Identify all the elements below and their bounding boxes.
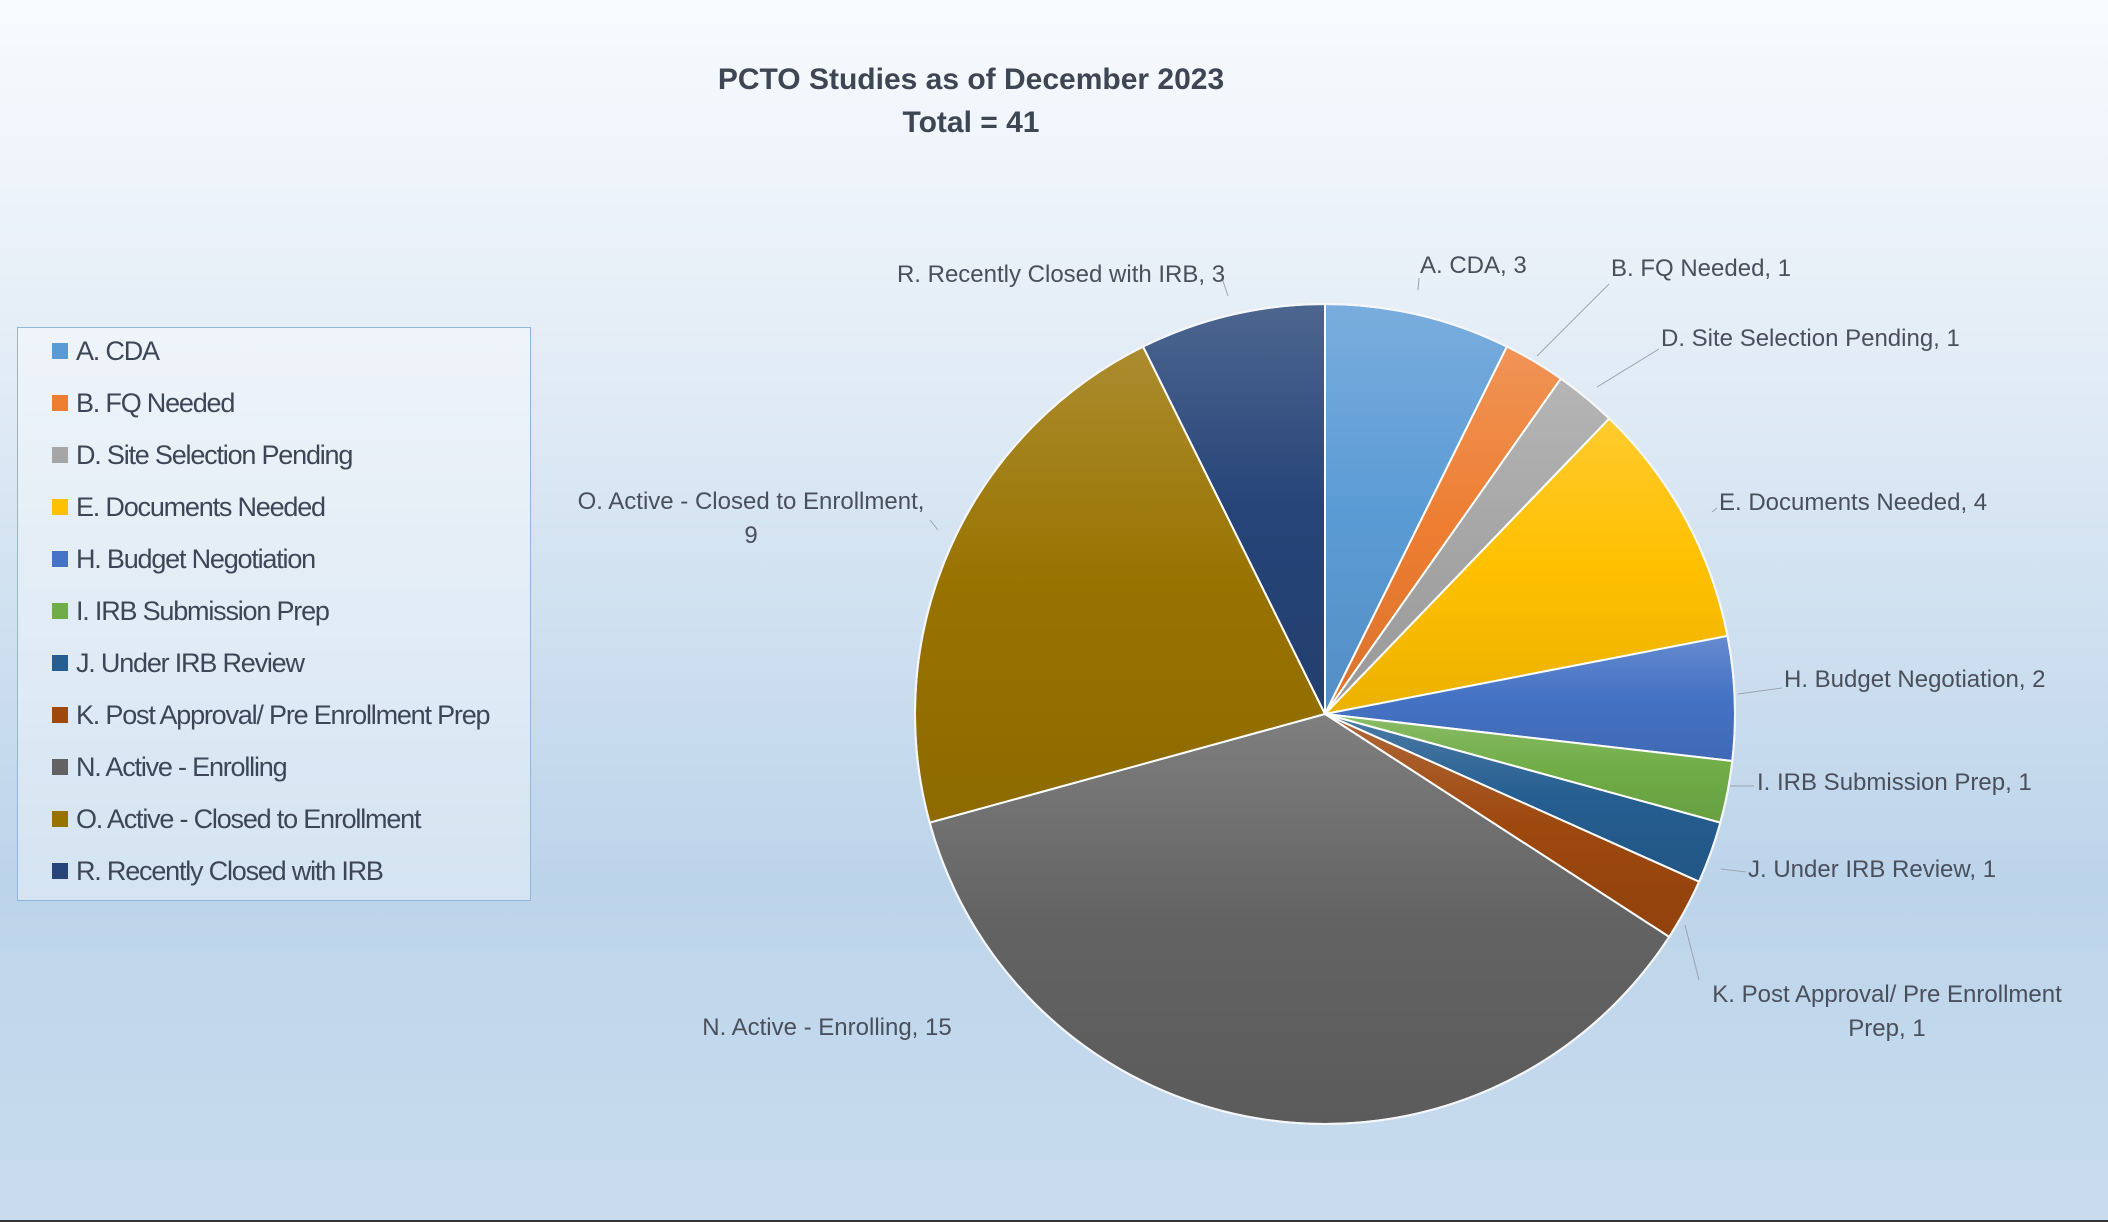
legend-swatch (52, 447, 68, 463)
legend-item-r-recently-closed: R. Recently Closed with IRB (52, 853, 384, 889)
legend-label: B. FQ Needed (76, 387, 235, 418)
legend-swatch (52, 343, 68, 359)
legend-swatch (52, 395, 68, 411)
data-label: J. Under IRB Review, 1 (1748, 856, 1996, 883)
data-label: H. Budget Negotiation, 2 (1784, 666, 2046, 693)
chart-subtitle: Total = 41 (902, 106, 1040, 139)
data-label: D. Site Selection Pending, 1 (1661, 325, 1960, 352)
legend-swatch (52, 655, 68, 671)
leader-lines (929, 277, 1783, 981)
leader-line (1720, 868, 1747, 873)
pie-slices (914, 302, 1736, 1125)
data-label: K. Post Approval/ Pre Enrollment Prep, 1 (1712, 981, 2062, 1042)
legend-item-i-irb-submission: I. IRB Submission Prep (52, 593, 330, 629)
leader-line (1684, 924, 1700, 981)
leader-line (1417, 277, 1420, 291)
leader-line (1711, 507, 1718, 513)
legend-label: O. Active - Closed to Enrollment (76, 803, 421, 834)
chart-title-text: PCTO Studies as of December 2023 (717, 63, 1225, 96)
chart-title: PCTO Studies as of December 2023 Total =… (571, 58, 1371, 144)
legend-swatch (52, 759, 68, 775)
data-label: A. CDA, 3 (1420, 252, 1527, 279)
legend-swatch (52, 811, 68, 827)
pie-outline (914, 303, 1736, 1125)
chart-legend: A. CDA B. FQ Needed D. Site Selection Pe… (17, 327, 531, 901)
legend-label: E. Documents Needed (76, 491, 326, 522)
legend-swatch (52, 603, 68, 619)
legend-item-j-under-irb: J. Under IRB Review (52, 645, 305, 681)
leader-line (1737, 687, 1783, 695)
legend-item-b-fq-needed: B. FQ Needed (52, 385, 235, 421)
legend-label: J. Under IRB Review (76, 647, 305, 678)
legend-item-a-cda: A. CDA (52, 333, 160, 369)
data-label: N. Active - Enrolling, 15 (702, 1014, 951, 1041)
legend-label: R. Recently Closed with IRB (76, 855, 384, 886)
legend-swatch (52, 863, 68, 879)
leader-line (929, 519, 939, 531)
data-label: R. Recently Closed with IRB, 3 (897, 261, 1225, 288)
legend-item-d-site-selection: D. Site Selection Pending (52, 437, 353, 473)
data-label: E. Documents Needed, 4 (1719, 489, 1987, 516)
data-label: B. FQ Needed, 1 (1611, 255, 1791, 282)
bottom-border (0, 1220, 2108, 1222)
legend-item-n-active-enrolling: N. Active - Enrolling (52, 749, 288, 785)
data-label: O. Active - Closed to Enrollment, 9 (578, 488, 925, 549)
legend-swatch (52, 707, 68, 723)
legend-item-e-documents: E. Documents Needed (52, 489, 326, 525)
legend-label: H. Budget Negotiation (76, 543, 316, 574)
data-label: I. IRB Submission Prep, 1 (1757, 769, 2032, 796)
data-labels: A. CDA, 3 B. FQ Needed, 1 D. Site Selectio… (578, 252, 2062, 1042)
leader-line (1536, 283, 1610, 357)
legend-label: A. CDA (76, 335, 160, 366)
legend-item-k-post-approval: K. Post Approval/ Pre Enrollment Prep (52, 697, 491, 733)
legend-label: K. Post Approval/ Pre Enrollment Prep (76, 699, 491, 730)
leader-line (1596, 348, 1660, 388)
legend-label: I. IRB Submission Prep (76, 595, 330, 626)
legend-swatch (52, 551, 68, 567)
legend-swatch (52, 499, 68, 515)
legend-item-o-active-closed: O. Active - Closed to Enrollment (52, 801, 421, 837)
legend-item-h-budget: H. Budget Negotiation (52, 541, 316, 577)
legend-label: D. Site Selection Pending (76, 439, 353, 470)
leader-line (1221, 277, 1229, 297)
legend-label: N. Active - Enrolling (76, 751, 288, 782)
